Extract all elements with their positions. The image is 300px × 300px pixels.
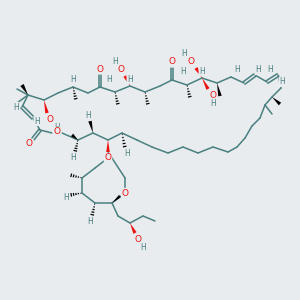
Text: H: H <box>127 74 133 83</box>
Text: H: H <box>70 152 76 161</box>
Polygon shape <box>217 83 222 96</box>
Polygon shape <box>112 195 121 203</box>
Text: H: H <box>63 193 69 202</box>
Text: O: O <box>104 154 112 163</box>
Polygon shape <box>71 134 78 140</box>
Text: O: O <box>53 128 61 136</box>
Text: H: H <box>70 76 76 85</box>
Polygon shape <box>88 121 93 133</box>
Text: H: H <box>180 68 186 76</box>
Text: H: H <box>199 67 205 76</box>
Text: H: H <box>140 242 146 251</box>
Text: H: H <box>87 218 93 226</box>
Text: H: H <box>106 76 112 85</box>
Text: H: H <box>279 77 285 86</box>
Polygon shape <box>44 100 49 113</box>
Text: O: O <box>209 92 217 100</box>
Text: O: O <box>169 58 176 67</box>
Text: O: O <box>122 188 128 197</box>
Text: O: O <box>97 64 104 74</box>
Polygon shape <box>202 78 210 90</box>
Text: O: O <box>188 56 194 65</box>
Text: H: H <box>267 65 273 74</box>
Text: H: H <box>13 103 19 112</box>
Polygon shape <box>123 75 130 86</box>
Text: H: H <box>255 65 261 74</box>
Text: O: O <box>26 140 32 148</box>
Polygon shape <box>106 140 110 152</box>
Text: H: H <box>54 122 60 131</box>
Text: O: O <box>46 116 53 124</box>
Text: H: H <box>34 116 40 125</box>
Text: O: O <box>134 236 142 244</box>
Text: H: H <box>85 112 91 121</box>
Polygon shape <box>194 67 202 78</box>
Polygon shape <box>130 223 136 234</box>
Text: H: H <box>124 148 130 158</box>
Text: H: H <box>112 58 118 67</box>
Text: H: H <box>181 50 187 58</box>
Polygon shape <box>272 97 281 105</box>
Polygon shape <box>20 84 28 95</box>
Text: O: O <box>118 64 124 74</box>
Text: H: H <box>210 98 216 107</box>
Text: H: H <box>234 65 240 74</box>
Text: O: O <box>53 128 61 136</box>
